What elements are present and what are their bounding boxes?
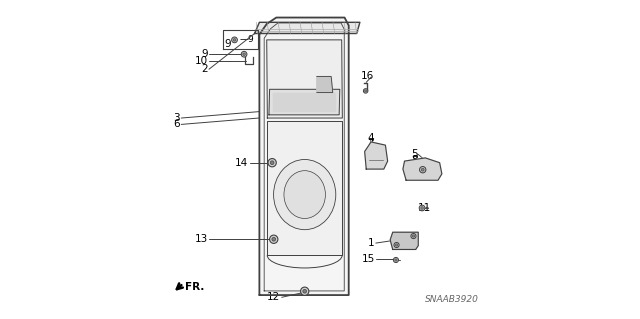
- Circle shape: [269, 235, 278, 243]
- Text: 11: 11: [418, 203, 431, 213]
- Circle shape: [303, 289, 307, 293]
- Text: 16: 16: [360, 71, 374, 81]
- Polygon shape: [269, 89, 340, 115]
- Text: 3: 3: [173, 113, 180, 123]
- Circle shape: [412, 235, 415, 237]
- Circle shape: [241, 51, 247, 57]
- Text: 13: 13: [195, 234, 208, 244]
- Text: SNAAB3920: SNAAB3920: [424, 295, 478, 304]
- Text: 1: 1: [368, 238, 375, 248]
- Text: 8: 8: [412, 155, 419, 165]
- Text: 7: 7: [367, 139, 374, 149]
- Circle shape: [243, 53, 245, 56]
- Circle shape: [301, 287, 309, 295]
- Ellipse shape: [284, 171, 325, 219]
- Polygon shape: [268, 121, 342, 255]
- Ellipse shape: [273, 160, 336, 230]
- Text: 6: 6: [173, 119, 180, 130]
- Polygon shape: [403, 158, 442, 180]
- Circle shape: [420, 167, 426, 173]
- Text: 2: 2: [201, 64, 208, 74]
- Polygon shape: [273, 93, 335, 111]
- Circle shape: [364, 89, 368, 93]
- Circle shape: [394, 242, 399, 248]
- Circle shape: [394, 257, 399, 263]
- Polygon shape: [259, 18, 349, 295]
- Polygon shape: [365, 142, 388, 169]
- Circle shape: [365, 90, 367, 92]
- Polygon shape: [390, 232, 419, 249]
- Text: 12: 12: [267, 292, 280, 302]
- Text: 5: 5: [412, 149, 419, 159]
- Text: 4: 4: [367, 133, 374, 143]
- Circle shape: [419, 205, 425, 211]
- Polygon shape: [267, 40, 342, 118]
- Text: 7: 7: [367, 139, 374, 149]
- Text: 8: 8: [412, 155, 419, 165]
- Circle shape: [395, 259, 397, 261]
- Polygon shape: [317, 77, 333, 93]
- Circle shape: [270, 161, 274, 165]
- Text: 10: 10: [195, 56, 208, 66]
- Text: 9: 9: [224, 39, 230, 49]
- Polygon shape: [255, 22, 360, 33]
- Text: 14: 14: [235, 158, 248, 168]
- Circle shape: [272, 237, 276, 241]
- Text: FR.: FR.: [186, 282, 205, 292]
- Circle shape: [411, 234, 416, 239]
- Circle shape: [396, 244, 397, 246]
- Circle shape: [232, 37, 237, 43]
- Circle shape: [421, 168, 424, 171]
- Circle shape: [233, 39, 236, 41]
- Text: 9: 9: [201, 49, 208, 59]
- Text: 15: 15: [362, 254, 375, 264]
- Circle shape: [268, 159, 276, 167]
- Text: —9: —9: [239, 35, 254, 44]
- Circle shape: [420, 207, 424, 209]
